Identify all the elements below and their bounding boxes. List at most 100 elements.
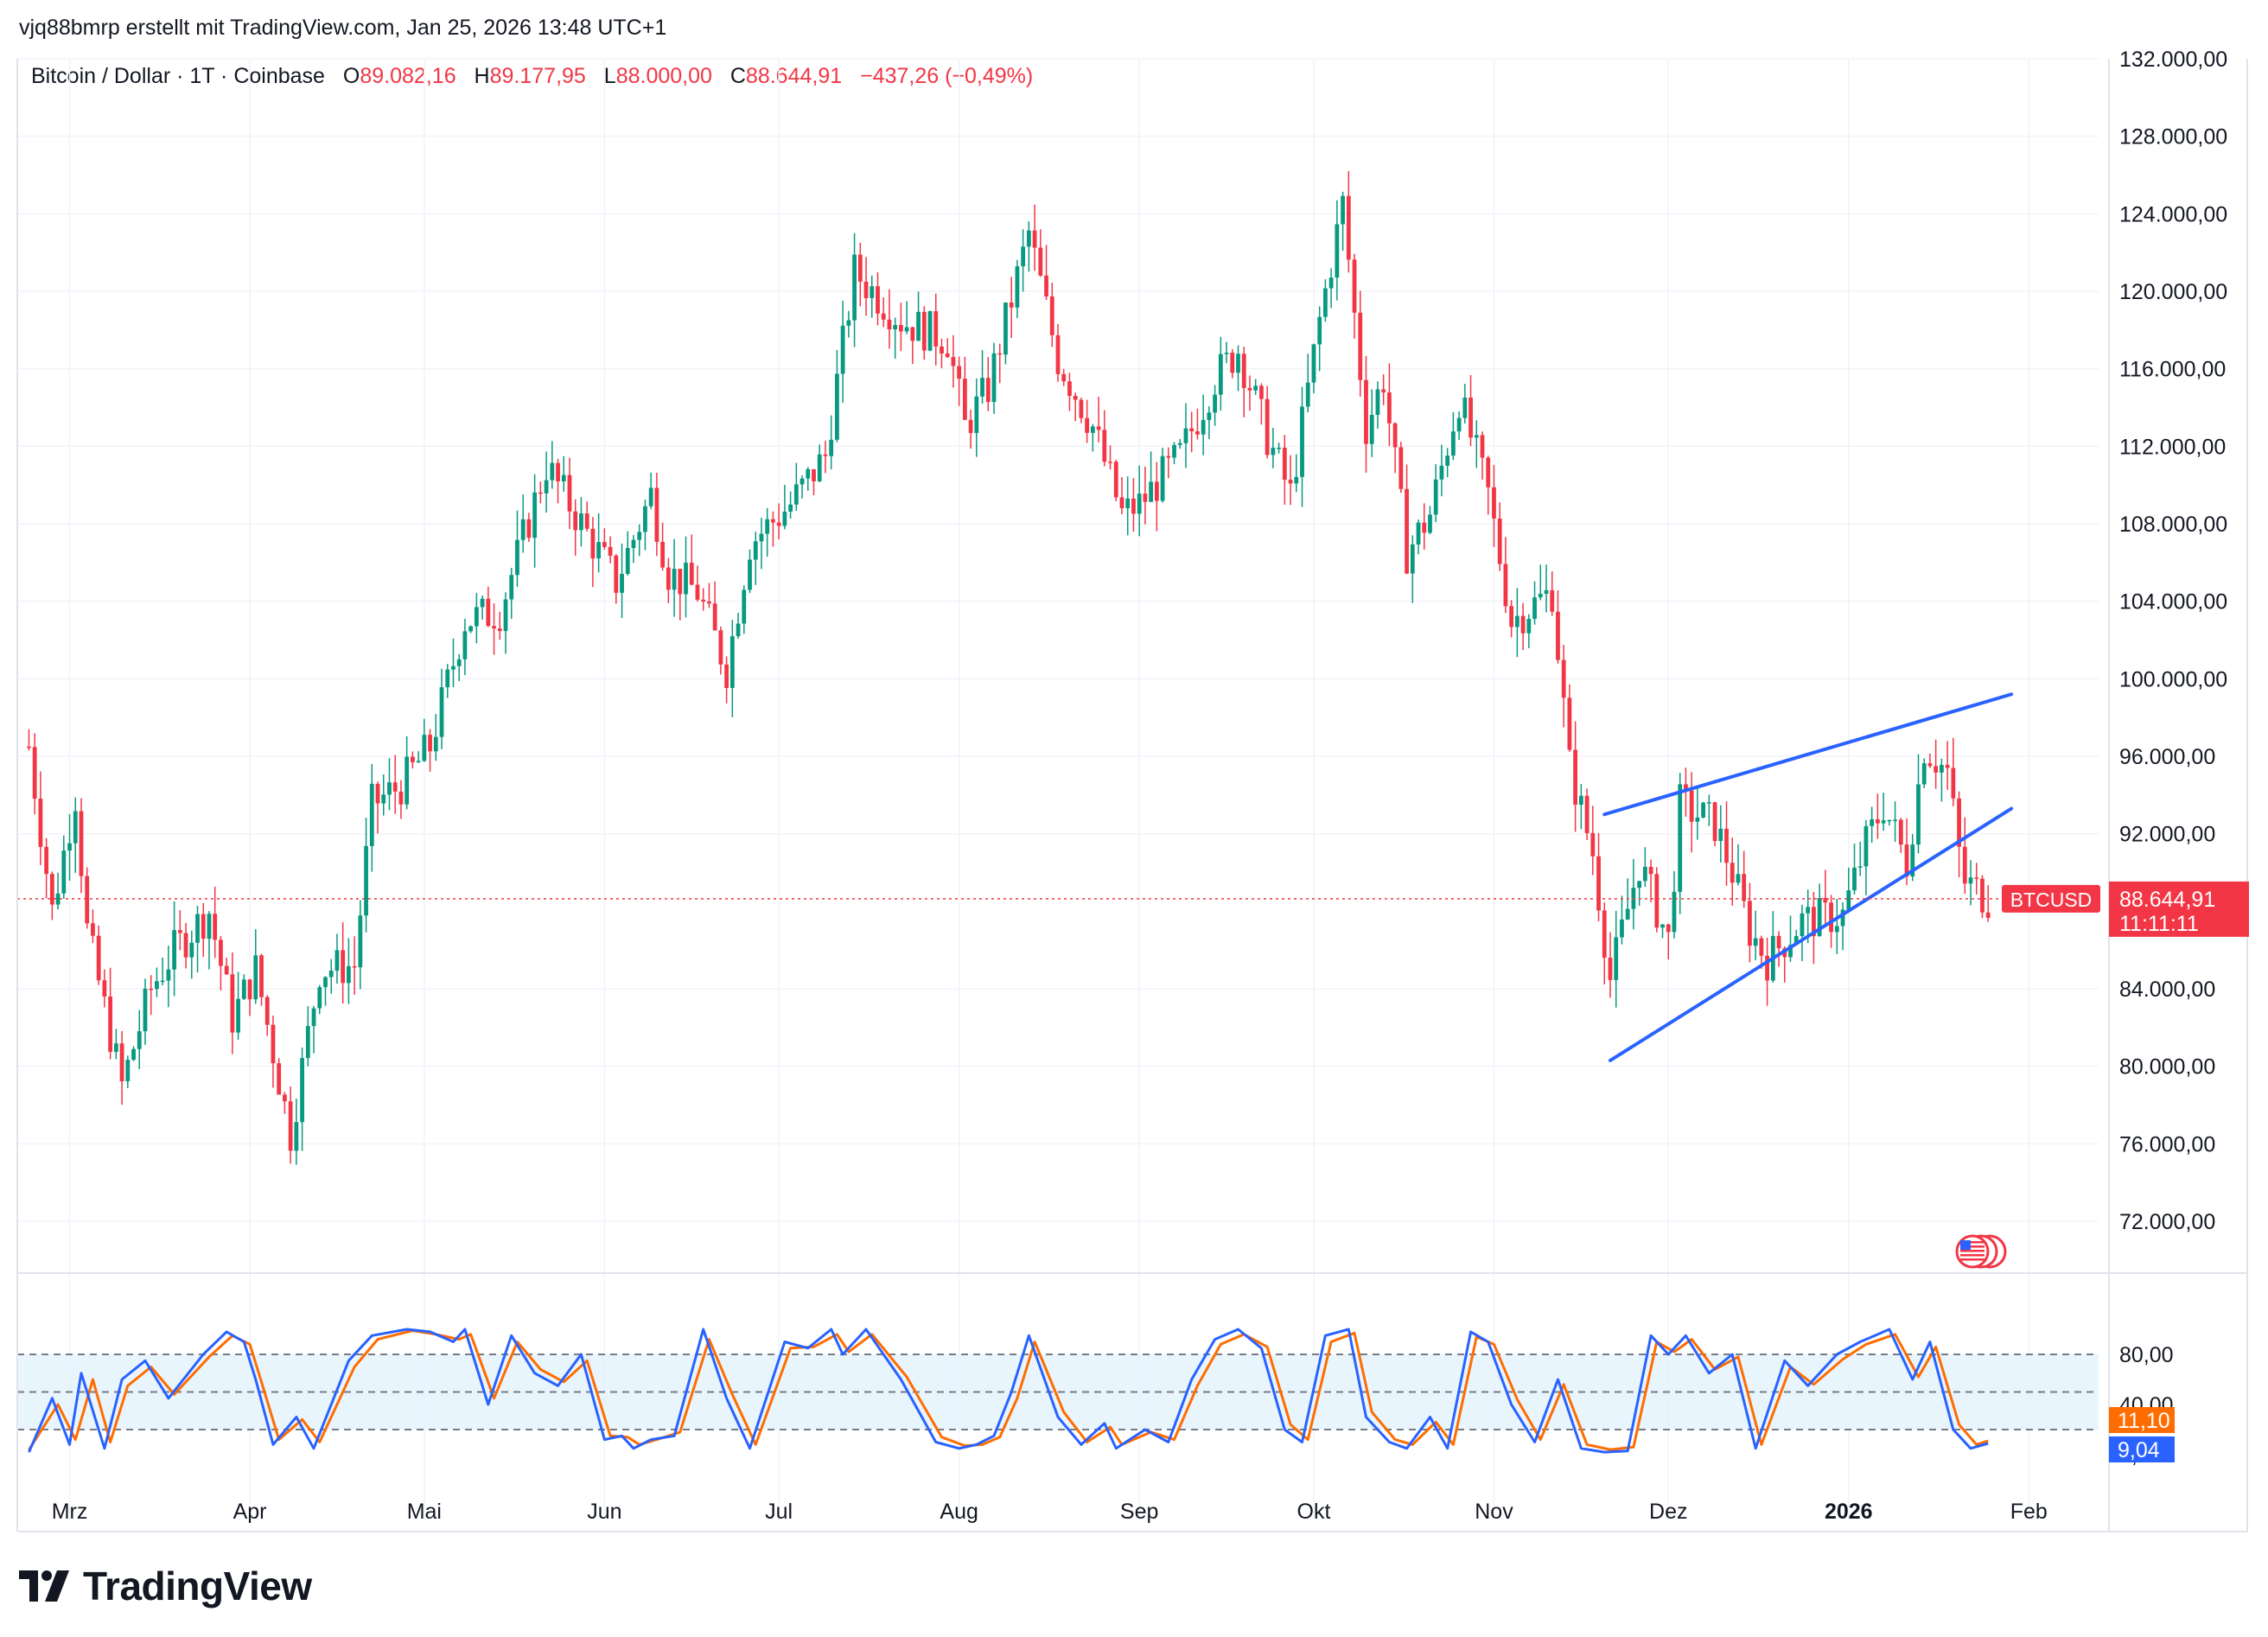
flag-icon[interactable] — [1955, 1234, 2007, 1269]
candle-body — [1654, 874, 1660, 928]
k-value-label: 9,04 — [2118, 1438, 2160, 1462]
candle-body — [857, 254, 863, 282]
candle-body — [684, 563, 688, 595]
stoch-tick-label: 80,00 — [2119, 1343, 2174, 1367]
candle-body — [876, 286, 880, 314]
candle-body — [712, 603, 717, 631]
candle-body — [102, 980, 107, 997]
candle-body — [707, 601, 711, 604]
candle-body — [718, 630, 723, 665]
candle-body — [753, 541, 758, 560]
candle-body — [1712, 802, 1717, 841]
candle-body — [788, 504, 793, 512]
candle-body — [1898, 819, 1903, 845]
price-tick-label: 76.000,00 — [2119, 1132, 2215, 1156]
candle-body — [1486, 457, 1491, 487]
candle-body — [1189, 428, 1195, 432]
candle-body — [904, 327, 909, 332]
candle-body — [213, 914, 218, 940]
candle-body — [1945, 764, 1950, 768]
candle-body — [1154, 481, 1159, 501]
candle-body — [1625, 908, 1630, 920]
candle-body — [288, 1101, 293, 1151]
tv-logo-icon — [19, 1570, 69, 1602]
high-label: H — [474, 64, 490, 88]
time-tick-label: Okt — [1297, 1500, 1331, 1524]
candle-body — [294, 1122, 299, 1151]
candle-body — [765, 519, 770, 534]
candle-body — [1614, 937, 1619, 980]
candle-body — [247, 979, 252, 1000]
creator-line: vjq88bmrp erstellt mit TradingView.com, … — [19, 16, 667, 40]
candle-body — [916, 311, 921, 341]
axes: 132.000,00 128.000,00 124.000,00 120.000,00… — [16, 48, 2249, 1532]
candle-body — [1509, 606, 1514, 627]
candle-body — [1003, 303, 1008, 355]
low-value: 88.000,00 — [615, 64, 712, 88]
candle-body — [689, 563, 694, 585]
candle-body — [1410, 544, 1415, 574]
close-label: C — [729, 64, 746, 88]
stoch-k-line — [28, 1328, 1989, 1454]
candle-body — [113, 1043, 118, 1053]
candle-body — [364, 845, 368, 916]
candle-body — [823, 454, 828, 456]
candle-body — [526, 519, 532, 538]
candle-body — [44, 846, 49, 875]
candle-body — [1985, 912, 1991, 918]
candle-body — [352, 965, 357, 968]
candle-body — [509, 575, 514, 600]
candle-body — [1311, 344, 1316, 383]
candle-body — [1195, 431, 1200, 435]
candle-body — [1335, 224, 1340, 278]
candle-body — [1294, 476, 1299, 484]
candle-body — [79, 811, 84, 876]
candle-body — [1131, 498, 1136, 514]
candle-body — [1474, 435, 1479, 438]
candle-body — [492, 626, 496, 629]
candle-body — [1736, 874, 1741, 883]
candle-body — [1753, 938, 1758, 946]
candle-body — [468, 626, 474, 632]
candle-body — [1323, 288, 1328, 317]
candle-body — [1038, 247, 1043, 276]
change-value: −437,26 (−0,49%) — [860, 64, 1034, 88]
candle-body — [1259, 385, 1264, 399]
candle-body — [1369, 414, 1374, 444]
series-lines — [17, 692, 2099, 1454]
last-price-label: 88.644,91 — [2119, 888, 2215, 912]
price-tick-label: 96.000,00 — [2119, 745, 2215, 769]
candle-body — [1823, 897, 1828, 903]
candle-body — [515, 539, 519, 576]
candle-body — [1910, 844, 1915, 877]
candle-body — [1957, 798, 1961, 847]
candle-body — [119, 1043, 124, 1082]
candle-body — [1584, 795, 1590, 833]
ohlc-legend: Bitcoin / Dollar · 1T · Coinbase O89.082… — [31, 64, 1033, 89]
symbol-title[interactable]: Bitcoin / Dollar · 1T · Coinbase — [31, 64, 325, 88]
candle-body — [439, 687, 444, 737]
candle-body — [793, 484, 799, 505]
candle-body — [1590, 832, 1596, 857]
candle-body — [253, 955, 258, 1000]
candle-body — [724, 664, 729, 688]
candle-body — [997, 353, 1003, 355]
candle-body — [1067, 381, 1072, 397]
candle-body — [422, 735, 427, 761]
candle-body — [1375, 389, 1380, 415]
candle-body — [1119, 497, 1124, 509]
candle-body — [1538, 593, 1543, 598]
candle-body — [236, 998, 240, 1033]
candle-body — [1695, 817, 1700, 822]
candle-body — [1829, 902, 1833, 933]
candle-body — [1026, 230, 1031, 247]
flag-canton — [1960, 1240, 1971, 1250]
candle-body — [538, 492, 543, 494]
candle-body — [590, 528, 596, 559]
candle-body — [1742, 874, 1747, 901]
candle-body — [608, 546, 613, 556]
candle-body — [1160, 455, 1165, 501]
time-tick-label: Aug — [940, 1500, 978, 1524]
candle-body — [1468, 397, 1473, 438]
